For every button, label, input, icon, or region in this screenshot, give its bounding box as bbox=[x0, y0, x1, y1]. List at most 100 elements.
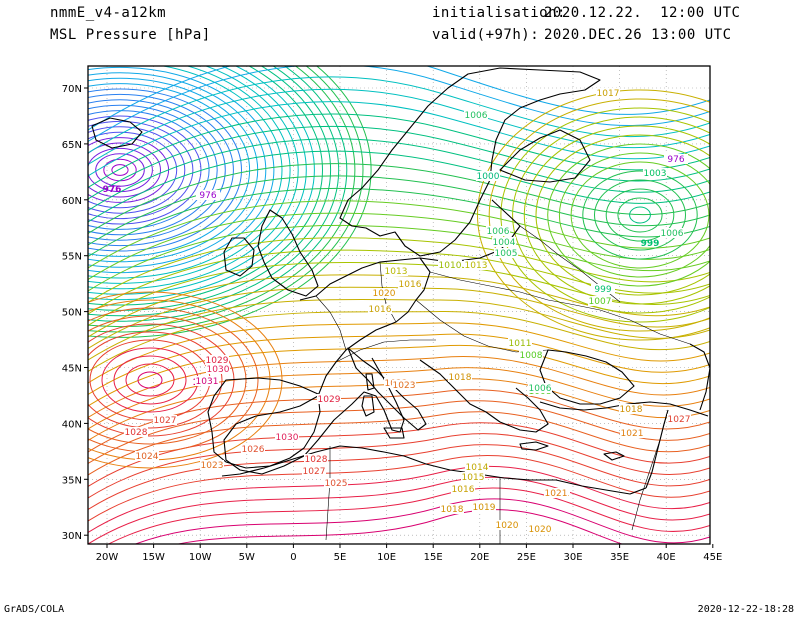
isobar bbox=[107, 487, 710, 544]
isobar bbox=[488, 98, 710, 332]
lon-tick-label: 30E bbox=[563, 552, 582, 563]
isobar bbox=[88, 120, 194, 220]
border-west bbox=[315, 295, 347, 351]
isobar bbox=[617, 197, 663, 233]
isobar bbox=[88, 187, 710, 257]
isobar bbox=[88, 237, 710, 303]
isobar-label: 1016 bbox=[452, 485, 475, 495]
init-label: initialisation: bbox=[432, 5, 566, 21]
isobars bbox=[88, 66, 710, 544]
isobar bbox=[547, 143, 710, 287]
italy-coast bbox=[347, 347, 427, 431]
isobar-label-bg bbox=[660, 228, 684, 238]
lon-tick-label: 10E bbox=[377, 552, 396, 563]
isobar-label-bg bbox=[461, 472, 485, 482]
isobar bbox=[137, 371, 163, 389]
isobar-label: 1028 bbox=[125, 428, 148, 438]
isobar bbox=[88, 66, 291, 284]
cyprus bbox=[603, 451, 625, 461]
border-east-europe bbox=[429, 271, 691, 345]
isobar-label: 1027 bbox=[668, 415, 691, 425]
isobar-label-bg bbox=[275, 432, 299, 442]
isobar-label-bg bbox=[588, 296, 612, 306]
isobar-label-bg bbox=[619, 404, 643, 414]
isobar-label: 1010 bbox=[439, 261, 462, 271]
isobar bbox=[88, 66, 315, 301]
isobar-label-bg bbox=[476, 171, 500, 181]
isobar bbox=[175, 509, 624, 544]
isobar bbox=[582, 170, 698, 260]
isobar-label-bg bbox=[384, 266, 408, 276]
isobar-label-bg bbox=[465, 462, 489, 472]
isobar bbox=[88, 224, 710, 292]
isobar-label-bg bbox=[200, 460, 224, 470]
isobar bbox=[88, 125, 710, 200]
lon-tick-label: 5W bbox=[239, 552, 255, 563]
isobar-label-bg bbox=[464, 110, 488, 120]
isobar-label-bg bbox=[392, 380, 416, 390]
isobar-label: 1017 bbox=[597, 89, 620, 99]
isobar-label-bg bbox=[304, 454, 328, 464]
isobar-label: 1030 bbox=[207, 365, 230, 375]
isobar-label-bg bbox=[153, 415, 177, 425]
isobar-label: 1013 bbox=[385, 267, 408, 277]
isobar bbox=[88, 315, 247, 445]
isobar bbox=[88, 200, 710, 269]
pressure-center-low-north-atlantic: 976 bbox=[103, 185, 122, 195]
model-name: nmmE_v4-a12km bbox=[50, 5, 167, 21]
coastlines bbox=[91, 67, 710, 495]
corsica bbox=[365, 373, 375, 391]
isobar bbox=[88, 66, 340, 317]
isobar-label-bg bbox=[528, 524, 552, 534]
border-africa bbox=[325, 446, 331, 541]
isobar-label-bg bbox=[195, 376, 219, 386]
isobar bbox=[88, 88, 710, 165]
isobar bbox=[88, 389, 710, 453]
isobar-label-bg bbox=[438, 260, 462, 270]
isobar bbox=[88, 93, 234, 247]
lon-tick-label: 5E bbox=[334, 552, 347, 563]
isobar-label: 1020 bbox=[529, 525, 552, 535]
isobar bbox=[88, 83, 251, 257]
lon-tick-label: 0 bbox=[290, 552, 296, 563]
lat-tick-label: 60N bbox=[62, 196, 82, 207]
lon-tick-label: 15E bbox=[424, 552, 443, 563]
isobar-label-bg bbox=[494, 248, 518, 258]
isobar bbox=[88, 66, 710, 142]
isobar-label: 1006 bbox=[661, 229, 684, 239]
ireland-coast bbox=[223, 237, 255, 277]
isobar-label: 1027 bbox=[303, 467, 326, 477]
isobar-label-bg bbox=[464, 260, 488, 270]
isobar-label: 1026 bbox=[242, 445, 265, 455]
isobar-label: 1027 bbox=[154, 416, 177, 426]
isobar-label: 1016 bbox=[399, 280, 422, 290]
isobar-label: 1025 bbox=[325, 479, 348, 489]
lat-tick-label: 40N bbox=[62, 419, 82, 430]
isobar-label: 1021 bbox=[545, 489, 568, 499]
isobar-labels: 9769991031976976100310001006100410051006… bbox=[103, 88, 691, 535]
valid-label: valid(+97h): bbox=[432, 27, 540, 43]
isobar bbox=[88, 66, 348, 322]
isobar-label: 1020 bbox=[373, 289, 396, 299]
isobar bbox=[535, 134, 710, 296]
isobar bbox=[134, 498, 710, 544]
sicily bbox=[383, 427, 405, 439]
crete bbox=[519, 441, 549, 451]
isobar bbox=[88, 66, 710, 131]
lat-tick-label: 30N bbox=[62, 531, 82, 542]
isobar-label: 1020 bbox=[496, 521, 519, 531]
isobar-label-bg bbox=[620, 428, 644, 438]
lat-tick-label: 45N bbox=[62, 364, 82, 375]
caspian-coast bbox=[689, 343, 710, 411]
isobar-label: 1018 bbox=[441, 505, 464, 515]
isobar-label-bg bbox=[451, 484, 475, 494]
isobar-label: 1011 bbox=[509, 339, 532, 349]
isobar-label-bg bbox=[372, 288, 396, 298]
isobar-label: 1019 bbox=[473, 503, 496, 513]
isobar bbox=[88, 72, 267, 268]
isobar bbox=[88, 110, 210, 230]
isobar-label: 1028 bbox=[305, 455, 328, 465]
isobar-label-bg bbox=[302, 466, 326, 476]
isobar-label-bg bbox=[440, 504, 464, 514]
